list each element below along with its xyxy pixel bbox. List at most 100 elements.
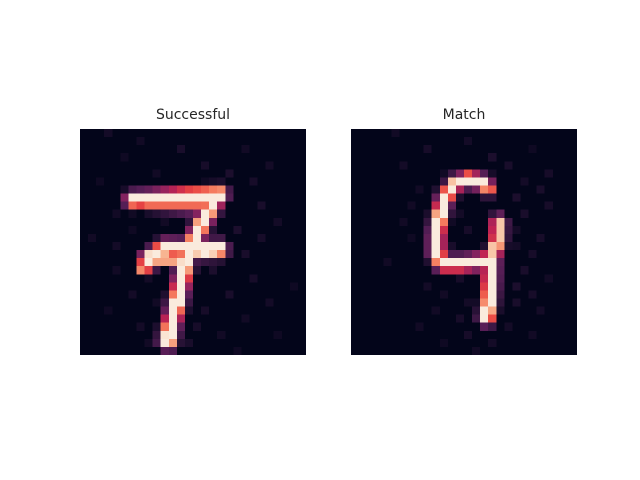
heatmap-cell — [383, 274, 392, 283]
heatmap-cell — [217, 225, 226, 235]
heatmap-cell — [249, 233, 258, 243]
heatmap-cell — [88, 274, 97, 283]
heatmap-cell — [447, 145, 457, 154]
heatmap-cell — [383, 201, 392, 210]
heatmap-cell — [273, 177, 282, 186]
heatmap-cell — [257, 153, 266, 162]
heatmap-cell — [399, 306, 408, 315]
heatmap-cell — [168, 145, 178, 154]
heatmap-cell — [536, 137, 545, 146]
heatmap-cell — [193, 129, 202, 138]
heatmap-cell — [160, 145, 169, 154]
heatmap-cell — [391, 250, 400, 259]
heatmap-cell — [512, 250, 521, 259]
heatmap-cell — [415, 209, 424, 218]
heatmap-cell — [257, 250, 266, 259]
heatmap-cell — [273, 290, 282, 299]
heatmap-cell — [472, 338, 481, 348]
heatmap-cell — [152, 185, 161, 194]
heatmap-cell — [225, 298, 234, 307]
heatmap-cell — [120, 153, 129, 162]
heatmap-cell — [568, 233, 577, 243]
heatmap-cell — [375, 322, 384, 331]
heatmap-cell — [265, 258, 274, 267]
heatmap-cell — [407, 201, 416, 210]
heatmap-cell — [359, 306, 368, 315]
heatmap-cell — [193, 346, 202, 355]
heatmap-cell — [536, 201, 545, 210]
heatmap-cell — [399, 314, 408, 323]
heatmap-cell — [367, 314, 376, 323]
heatmap-cell — [233, 233, 242, 243]
heatmap-cell — [488, 225, 497, 235]
heatmap-cell — [496, 330, 505, 340]
heatmap-cell — [367, 137, 376, 146]
heatmap-cell — [383, 233, 392, 243]
heatmap-cell — [367, 177, 376, 186]
heatmap-cell — [423, 250, 432, 259]
heatmap-cell — [217, 129, 226, 138]
heatmap-cell — [544, 282, 553, 291]
heatmap-cell — [193, 217, 202, 227]
heatmap-cell — [367, 274, 376, 283]
heatmap-cell — [399, 209, 408, 218]
heatmap-cell — [257, 242, 266, 251]
heatmap-cell — [152, 258, 161, 267]
heatmap-cell — [560, 193, 570, 202]
heatmap-cell — [209, 201, 218, 210]
heatmap-cell — [297, 129, 306, 138]
heatmap-cell — [225, 314, 234, 323]
heatmap-cell — [184, 282, 194, 291]
heatmap-cell — [367, 298, 376, 307]
heatmap-cell — [281, 274, 291, 283]
heatmap-cell — [391, 129, 400, 138]
heatmap-cell — [249, 161, 258, 170]
heatmap-cell — [367, 338, 376, 348]
heatmap-cell — [351, 314, 360, 323]
heatmap-cell — [249, 217, 258, 227]
heatmap-cell — [233, 290, 242, 299]
heatmap-cell — [552, 274, 562, 283]
heatmap-cell — [359, 137, 368, 146]
heatmap-cell — [152, 161, 161, 170]
heatmap-cell — [359, 346, 368, 355]
heatmap-cell — [120, 274, 129, 283]
heatmap-cell — [399, 346, 408, 355]
heatmap-cell — [120, 322, 129, 331]
heatmap-cell — [297, 169, 306, 178]
heatmap-cell — [184, 298, 194, 307]
heatmap-cell — [536, 322, 545, 331]
heatmap-cell — [560, 274, 570, 283]
heatmap-cell — [249, 209, 258, 218]
heatmap-cell — [104, 185, 113, 194]
heatmap-cell — [88, 145, 97, 154]
heatmap-cell — [104, 177, 113, 186]
heatmap-cell — [265, 242, 274, 251]
heatmap-cell — [88, 314, 97, 323]
heatmap-cell — [128, 274, 137, 283]
heatmap-cell — [128, 258, 137, 267]
heatmap-cell — [225, 225, 234, 235]
heatmap-cell — [289, 282, 299, 291]
heatmap-cell — [88, 330, 97, 340]
heatmap-cell — [233, 129, 242, 138]
heatmap-cell — [217, 306, 226, 315]
heatmap-cell — [160, 306, 169, 315]
heatmap-cell — [455, 290, 465, 299]
heatmap-cell — [273, 266, 282, 275]
heatmap-cell — [367, 330, 376, 340]
heatmap-cell — [209, 338, 218, 348]
heatmap-cell — [504, 233, 513, 243]
heatmap-cell — [536, 290, 545, 299]
heatmap-cell — [351, 201, 360, 210]
heatmap-cell — [544, 153, 553, 162]
heatmap-cell — [104, 274, 113, 283]
heatmap-cell — [439, 250, 449, 259]
heatmap-cell — [568, 298, 577, 307]
heatmap-title-match: Match — [442, 107, 486, 123]
heatmap-cell — [273, 209, 282, 218]
heatmap-cell — [249, 266, 258, 275]
heatmap-cell — [383, 298, 392, 307]
heatmap-cell — [289, 169, 299, 178]
heatmap-cell — [423, 290, 432, 299]
